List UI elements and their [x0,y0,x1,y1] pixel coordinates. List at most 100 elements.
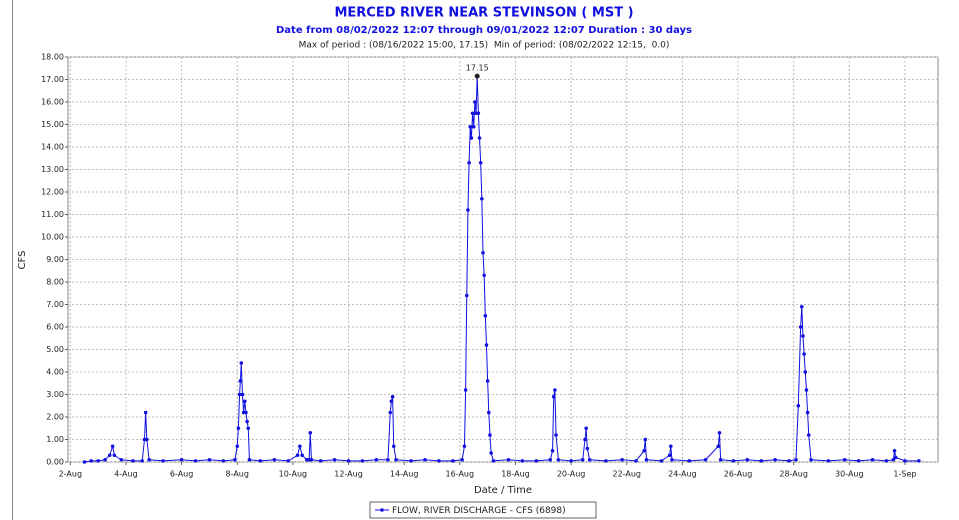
data-point [554,433,558,437]
data-point [309,457,314,462]
data-point [903,459,907,463]
data-point [488,433,492,437]
data-point [374,457,379,462]
data-point [466,208,470,212]
data-point [731,459,736,463]
data-point [759,459,764,463]
data-point [82,460,87,464]
y-tick-label: 3.00 [46,390,64,399]
y-tick-label: 8.00 [46,278,64,287]
data-point [107,453,112,458]
data-point [360,459,365,463]
legend-label: FLOW, RIVER DISCHARGE - CFS (6898) [392,506,566,516]
data-point [478,160,483,165]
y-tick-label: 14.00 [41,143,64,152]
x-tick-label: 30-Aug [835,470,864,479]
data-point [477,136,482,140]
data-point [193,459,198,463]
chart-note: Max of period : (08/16/2022 15:00, 17.15… [299,41,670,51]
data-point [551,394,556,399]
data-point [462,444,467,449]
data-point [451,459,455,463]
x-tick-label: 26-Aug [724,470,753,479]
data-point [796,403,801,408]
legend-marker [380,508,384,512]
data-point [620,457,624,462]
data-point [386,457,390,462]
data-point [332,457,337,462]
data-point [140,459,144,463]
data-point [460,457,464,462]
data-point [145,437,149,442]
x-tick-label: 10-Aug [279,470,308,479]
data-point [131,459,135,463]
data-point [468,124,473,129]
y-tick-label: 1.00 [46,435,64,444]
data-point [716,444,721,449]
data-point [718,457,723,462]
data-point [809,457,813,462]
data-point [634,459,638,463]
data-point [893,455,898,460]
y-axis-label: CFS [17,251,28,270]
data-point [520,459,525,463]
y-tick-label: 5.00 [46,345,64,354]
data-point [239,361,244,365]
data-point [642,448,646,453]
data-point [794,457,798,462]
data-point [96,459,100,463]
data-point [236,426,241,431]
data-point [119,457,124,462]
data-point [745,457,750,462]
data-point [917,459,921,463]
data-point [143,410,148,415]
data-point [89,459,93,463]
data-point [298,444,302,449]
data-point [470,111,475,116]
data-point [486,410,491,415]
data-point [644,457,649,462]
data-point [585,446,590,451]
data-point [548,457,553,462]
data-point [258,459,263,463]
y-tick-label: 7.00 [46,300,64,309]
data-point [391,444,396,449]
x-tick-label: 6-Aug [170,470,193,479]
data-point [667,453,672,458]
data-point [483,313,488,318]
data-point [489,451,493,455]
x-tick-label: 20-Aug [557,470,586,479]
data-point [584,426,588,431]
data-point [233,457,237,462]
data-point [318,459,323,463]
data-point [787,459,791,463]
data-point [773,457,777,462]
x-tick-label: 24-Aug [668,470,697,479]
data-point [798,325,803,329]
data-point [703,457,708,462]
data-point [553,388,557,392]
data-point [583,437,587,442]
y-tick-label: 9.00 [46,255,64,264]
data-point [473,100,477,104]
x-tick-label: 14-Aug [390,470,419,479]
x-tick-label: 8-Aug [226,470,249,479]
y-tick-label: 2.00 [46,413,64,422]
data-point [295,453,300,458]
data-point [437,459,441,463]
data-point [464,293,469,298]
data-point [801,334,805,338]
data-point [587,457,592,462]
data-point [242,399,247,404]
y-tick-label: 13.00 [41,165,64,174]
data-point [491,459,496,463]
data-point [286,459,291,463]
y-tick-label: 18.00 [41,53,64,62]
data-point [346,459,351,463]
x-tick-label: 18-Aug [501,470,530,479]
data-point [803,370,808,374]
data-point [390,394,395,399]
data-point [110,444,115,449]
x-tick-label: 12-Aug [334,470,363,479]
data-point [247,457,252,462]
